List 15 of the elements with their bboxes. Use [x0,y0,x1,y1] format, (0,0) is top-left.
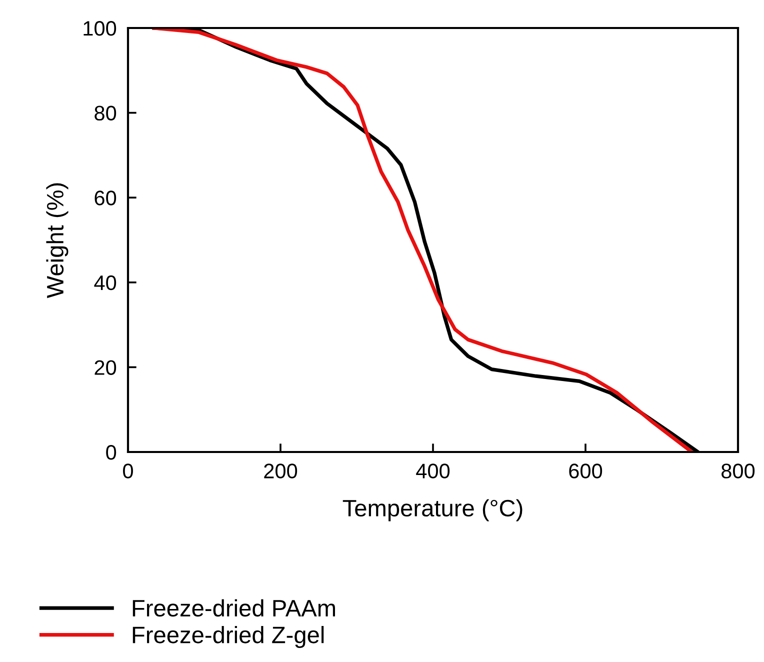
y-axis-title: Weight (%) [46,183,68,298]
legend-label: Freeze-dried Z-gel [132,626,324,648]
y-tick-label: 20 [94,360,116,375]
x-tick-label: 600 [569,464,602,478]
x-axis-title: Temperature (°C) [342,499,522,522]
y-tick-label: 100 [84,21,116,36]
legend-label: Freeze-dried PAAm [132,599,335,617]
y-tick-label: 40 [94,275,116,290]
x-tick-label: 800 [722,464,755,478]
x-tick-label: 400 [416,464,450,478]
y-tick-label: 0 [106,445,116,460]
x-tick-label: 0 [123,464,133,478]
y-tick-label: 60 [94,190,116,206]
x-tick-label: 200 [264,464,298,478]
y-tick-label: 80 [94,106,116,121]
